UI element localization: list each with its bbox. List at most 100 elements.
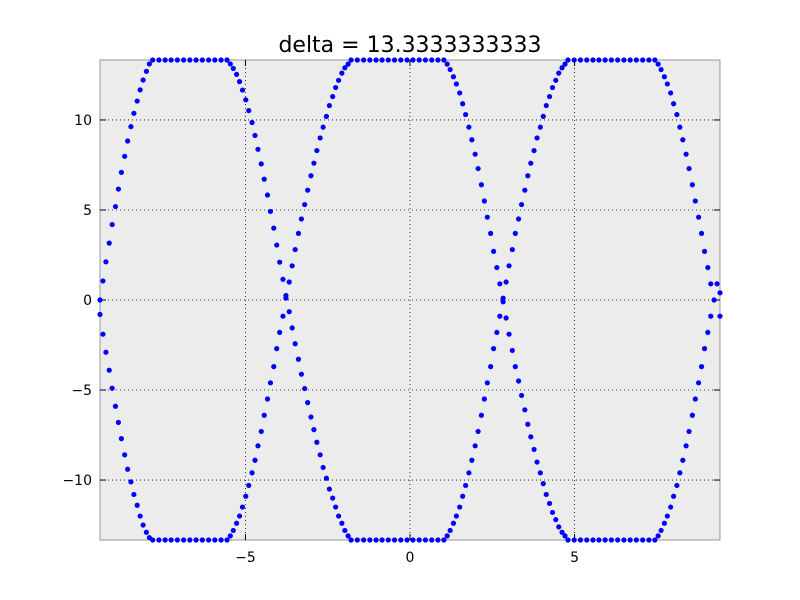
data-point bbox=[137, 87, 143, 93]
data-point bbox=[571, 537, 577, 543]
data-point bbox=[143, 529, 150, 535]
data-point bbox=[302, 385, 308, 392]
data-point bbox=[122, 153, 128, 159]
data-point bbox=[559, 65, 565, 71]
data-point bbox=[658, 527, 664, 534]
data-point bbox=[577, 537, 584, 543]
data-point bbox=[286, 279, 292, 285]
data-point bbox=[103, 349, 109, 355]
data-point bbox=[466, 470, 472, 476]
data-point bbox=[326, 486, 332, 492]
data-point bbox=[680, 457, 686, 463]
data-point bbox=[525, 173, 531, 179]
data-point bbox=[553, 517, 559, 523]
data-point bbox=[546, 500, 553, 507]
data-point bbox=[339, 520, 345, 526]
data-point bbox=[252, 132, 258, 139]
data-point bbox=[106, 240, 112, 246]
data-point bbox=[460, 101, 466, 107]
data-point bbox=[305, 400, 311, 406]
data-point bbox=[249, 470, 255, 476]
data-point bbox=[615, 537, 621, 543]
data-point bbox=[490, 346, 497, 352]
data-point bbox=[556, 524, 562, 530]
data-point bbox=[503, 279, 509, 285]
data-point bbox=[230, 65, 236, 72]
data-point bbox=[410, 57, 416, 63]
data-point bbox=[627, 57, 633, 63]
data-point bbox=[705, 329, 711, 336]
data-point bbox=[596, 537, 602, 543]
data-point bbox=[115, 186, 122, 192]
data-point bbox=[128, 479, 134, 485]
data-point bbox=[677, 124, 683, 130]
data-point bbox=[608, 57, 615, 63]
data-point bbox=[584, 57, 590, 63]
data-point bbox=[506, 331, 512, 337]
data-point bbox=[497, 313, 503, 319]
data-point bbox=[531, 446, 537, 453]
data-point bbox=[367, 537, 373, 543]
data-point bbox=[481, 396, 487, 402]
data-point bbox=[218, 57, 224, 63]
data-point bbox=[655, 61, 661, 67]
data-point bbox=[668, 90, 674, 96]
data-point bbox=[701, 346, 708, 352]
data-point bbox=[646, 57, 652, 63]
data-points bbox=[97, 57, 723, 543]
data-point bbox=[590, 57, 596, 63]
data-point bbox=[484, 214, 490, 220]
data-point bbox=[137, 513, 143, 519]
data-point bbox=[320, 464, 326, 471]
data-point bbox=[398, 57, 404, 63]
data-point bbox=[596, 57, 602, 63]
data-point bbox=[543, 102, 549, 109]
data-point bbox=[385, 537, 391, 543]
y-tick-label: −5 bbox=[71, 383, 92, 399]
data-point bbox=[621, 57, 627, 63]
data-point bbox=[537, 124, 543, 130]
data-point bbox=[478, 182, 485, 188]
data-point bbox=[528, 434, 534, 440]
data-point bbox=[441, 57, 447, 63]
data-point bbox=[360, 537, 367, 543]
data-point bbox=[453, 513, 460, 519]
data-point bbox=[698, 230, 705, 236]
data-point bbox=[444, 61, 450, 67]
data-point bbox=[518, 201, 525, 208]
data-point bbox=[292, 246, 298, 253]
data-point bbox=[484, 380, 490, 386]
data-point bbox=[131, 110, 137, 116]
data-point bbox=[534, 459, 540, 465]
data-point bbox=[305, 187, 311, 193]
data-point bbox=[212, 537, 218, 543]
data-point bbox=[537, 470, 543, 476]
data-point bbox=[515, 216, 522, 222]
data-point bbox=[633, 57, 640, 63]
data-point bbox=[506, 263, 512, 269]
data-point bbox=[342, 65, 348, 71]
data-point bbox=[450, 74, 457, 80]
data-point bbox=[469, 137, 475, 143]
data-point bbox=[128, 124, 134, 130]
data-point bbox=[525, 421, 531, 427]
data-point bbox=[109, 221, 115, 228]
data-point bbox=[435, 537, 441, 543]
data-point bbox=[323, 475, 330, 481]
data-point bbox=[348, 57, 354, 63]
data-point bbox=[518, 392, 525, 399]
data-point bbox=[295, 356, 302, 362]
data-point bbox=[373, 57, 379, 63]
data-point bbox=[125, 138, 131, 144]
data-point bbox=[199, 57, 205, 63]
data-point bbox=[475, 165, 481, 172]
data-point bbox=[701, 248, 708, 254]
data-point bbox=[689, 412, 695, 418]
data-point bbox=[674, 111, 680, 118]
data-point bbox=[627, 537, 633, 543]
data-point bbox=[156, 57, 162, 63]
data-point bbox=[546, 93, 553, 100]
data-point bbox=[373, 537, 379, 543]
data-point bbox=[271, 225, 277, 231]
data-point bbox=[494, 264, 500, 271]
